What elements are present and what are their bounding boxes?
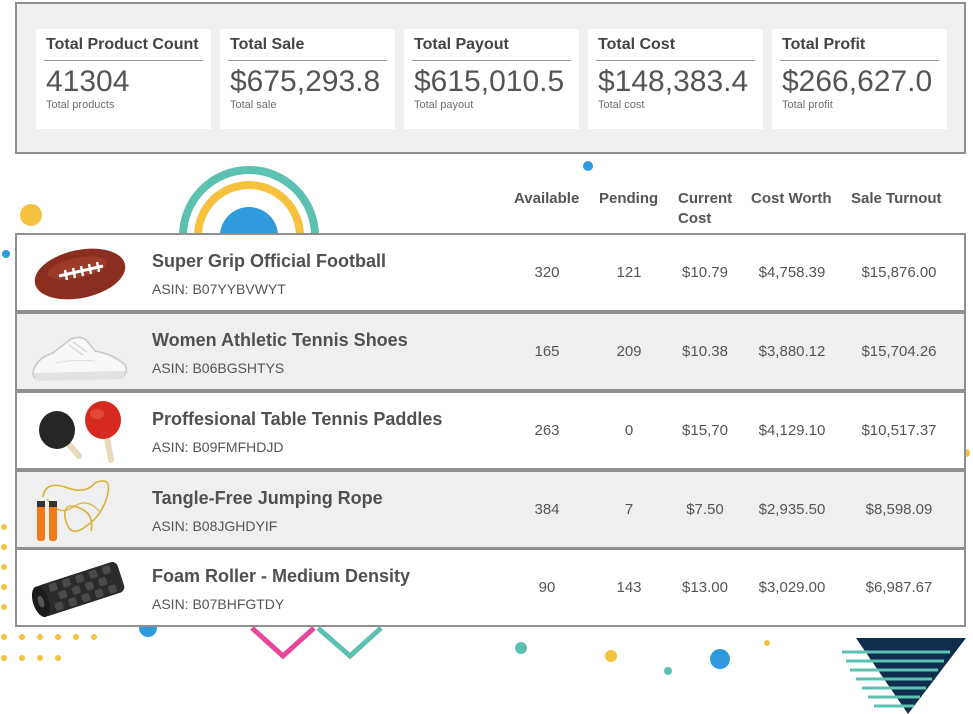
table-row[interactable]: Super Grip Official Football ASIN: B07YY…	[15, 233, 966, 312]
product-name[interactable]: Super Grip Official Football	[152, 251, 387, 271]
blue-dot-decoration	[2, 250, 10, 258]
sale-turnout-value: $15,876.00	[861, 264, 937, 281]
stat-card-total-sale: Total Sale $675,293.8 Total sale	[220, 29, 395, 129]
product-name[interactable]: Tangle-Free Jumping Rope	[152, 488, 383, 508]
available-value: 384	[534, 501, 560, 518]
concentric-arcs-decoration	[179, 166, 319, 237]
jump-rope-icon	[37, 480, 110, 541]
table-row[interactable]: Foam Roller - Medium Density ASIN: B07BH…	[15, 548, 966, 627]
ping-pong-paddles-icon	[39, 401, 121, 463]
stat-card-total-payout: Total Payout $615,010.5 Total payout	[404, 29, 579, 129]
available-value: 320	[534, 264, 560, 281]
cost-worth-value: $4,758.39	[758, 264, 826, 281]
column-header-cost-worth[interactable]: Cost Worth	[751, 190, 832, 207]
striped-triangle-decoration	[842, 638, 966, 714]
pending-value: 143	[616, 579, 642, 596]
stat-title: Total Sale	[228, 29, 387, 61]
yellow-dot-decoration	[605, 650, 617, 662]
product-asin: ASIN: B09FMFHDJD	[152, 439, 284, 455]
current-cost-value: $13.00	[682, 579, 728, 596]
pending-value: 209	[616, 343, 642, 360]
current-cost-value: $10.79	[682, 264, 728, 281]
foam-roller-icon	[31, 562, 125, 618]
stat-card-total-cost: Total Cost $148,383.4 Total cost	[588, 29, 763, 129]
sale-turnout-value: $6,987.67	[865, 579, 933, 596]
pending-value: 121	[616, 264, 642, 281]
stat-value: $148,383.4	[598, 65, 749, 98]
cost-worth-value: $2,935.50	[758, 501, 826, 518]
stat-title: Total Profit	[780, 29, 939, 61]
available-value: 165	[534, 343, 560, 360]
column-header-current-cost-line2: Cost	[678, 210, 712, 227]
current-cost-value: $10.38	[682, 343, 728, 360]
cost-worth-value: $3,029.00	[758, 579, 826, 596]
product-asin: ASIN: B07BHFGTDY	[152, 596, 285, 612]
stat-card-product-count: Total Product Count 41304 Total products	[36, 29, 211, 129]
teal-dot-decoration	[664, 667, 672, 675]
column-header-current-cost[interactable]: Current Cost	[678, 189, 732, 229]
available-value: 90	[538, 579, 556, 596]
stat-value: $266,627.0	[782, 65, 933, 98]
stat-title: Total Payout	[412, 29, 571, 61]
stat-subtitle: Total products	[46, 99, 115, 111]
current-cost-value: $15,70	[682, 422, 728, 439]
column-header-current-cost-line1: Current	[678, 190, 733, 207]
stat-subtitle: Total cost	[598, 99, 645, 111]
football-icon	[34, 248, 126, 300]
yellow-dot-decoration	[764, 640, 770, 646]
dot-grid-decoration	[1, 524, 97, 661]
blue-dot-decoration	[710, 649, 730, 669]
sale-turnout-value: $15,704.26	[861, 343, 937, 360]
yellow-dot-decoration	[20, 204, 42, 226]
current-cost-value: $7.50	[686, 501, 724, 518]
stats-panel: Total Product Count 41304 Total products…	[15, 2, 966, 154]
stat-subtitle: Total profit	[782, 99, 833, 111]
stat-subtitle: Total sale	[230, 99, 277, 111]
sneaker-icon	[32, 336, 128, 381]
product-asin: ASIN: B07YYBVWYT	[152, 281, 286, 297]
teal-zigzag-decoration	[316, 626, 383, 660]
stat-value: 41304	[46, 65, 130, 98]
cost-worth-value: $3,880.12	[758, 343, 826, 360]
pending-value: 0	[624, 422, 634, 439]
product-name[interactable]: Foam Roller - Medium Density	[152, 566, 411, 586]
teal-dot-decoration	[515, 642, 527, 654]
pink-zigzag-decoration	[250, 626, 316, 660]
stat-value: $615,010.5	[414, 65, 565, 98]
sale-turnout-value: $8,598.09	[865, 501, 933, 518]
table-row[interactable]: Women Athletic Tennis Shoes ASIN: B06BGS…	[15, 312, 966, 391]
product-asin: ASIN: B08JGHDYIF	[152, 518, 278, 534]
table-row[interactable]: Proffesional Table Tennis Paddles ASIN: …	[15, 391, 966, 470]
stat-title: Total Product Count	[44, 29, 203, 61]
pending-value: 7	[624, 501, 634, 518]
product-name[interactable]: Women Athletic Tennis Shoes	[152, 330, 408, 350]
sale-turnout-value: $10,517.37	[861, 422, 937, 439]
product-name[interactable]: Proffesional Table Tennis Paddles	[152, 409, 443, 429]
cost-worth-value: $4,129.10	[758, 422, 826, 439]
column-header-sale-turnout[interactable]: Sale Turnout	[851, 190, 942, 207]
stat-title: Total Cost	[596, 29, 755, 61]
table-row[interactable]: Tangle-Free Jumping Rope ASIN: B08JGHDYI…	[15, 470, 966, 549]
blue-dot-decoration	[583, 161, 593, 171]
stat-value: $675,293.8	[230, 65, 381, 98]
stat-card-total-profit: Total Profit $266,627.0 Total profit	[772, 29, 947, 129]
stat-subtitle: Total payout	[414, 99, 474, 111]
product-asin: ASIN: B06BGSHTYS	[152, 360, 285, 376]
column-header-pending[interactable]: Pending	[599, 190, 659, 207]
column-header-available[interactable]: Available	[514, 190, 580, 207]
available-value: 263	[534, 422, 560, 439]
